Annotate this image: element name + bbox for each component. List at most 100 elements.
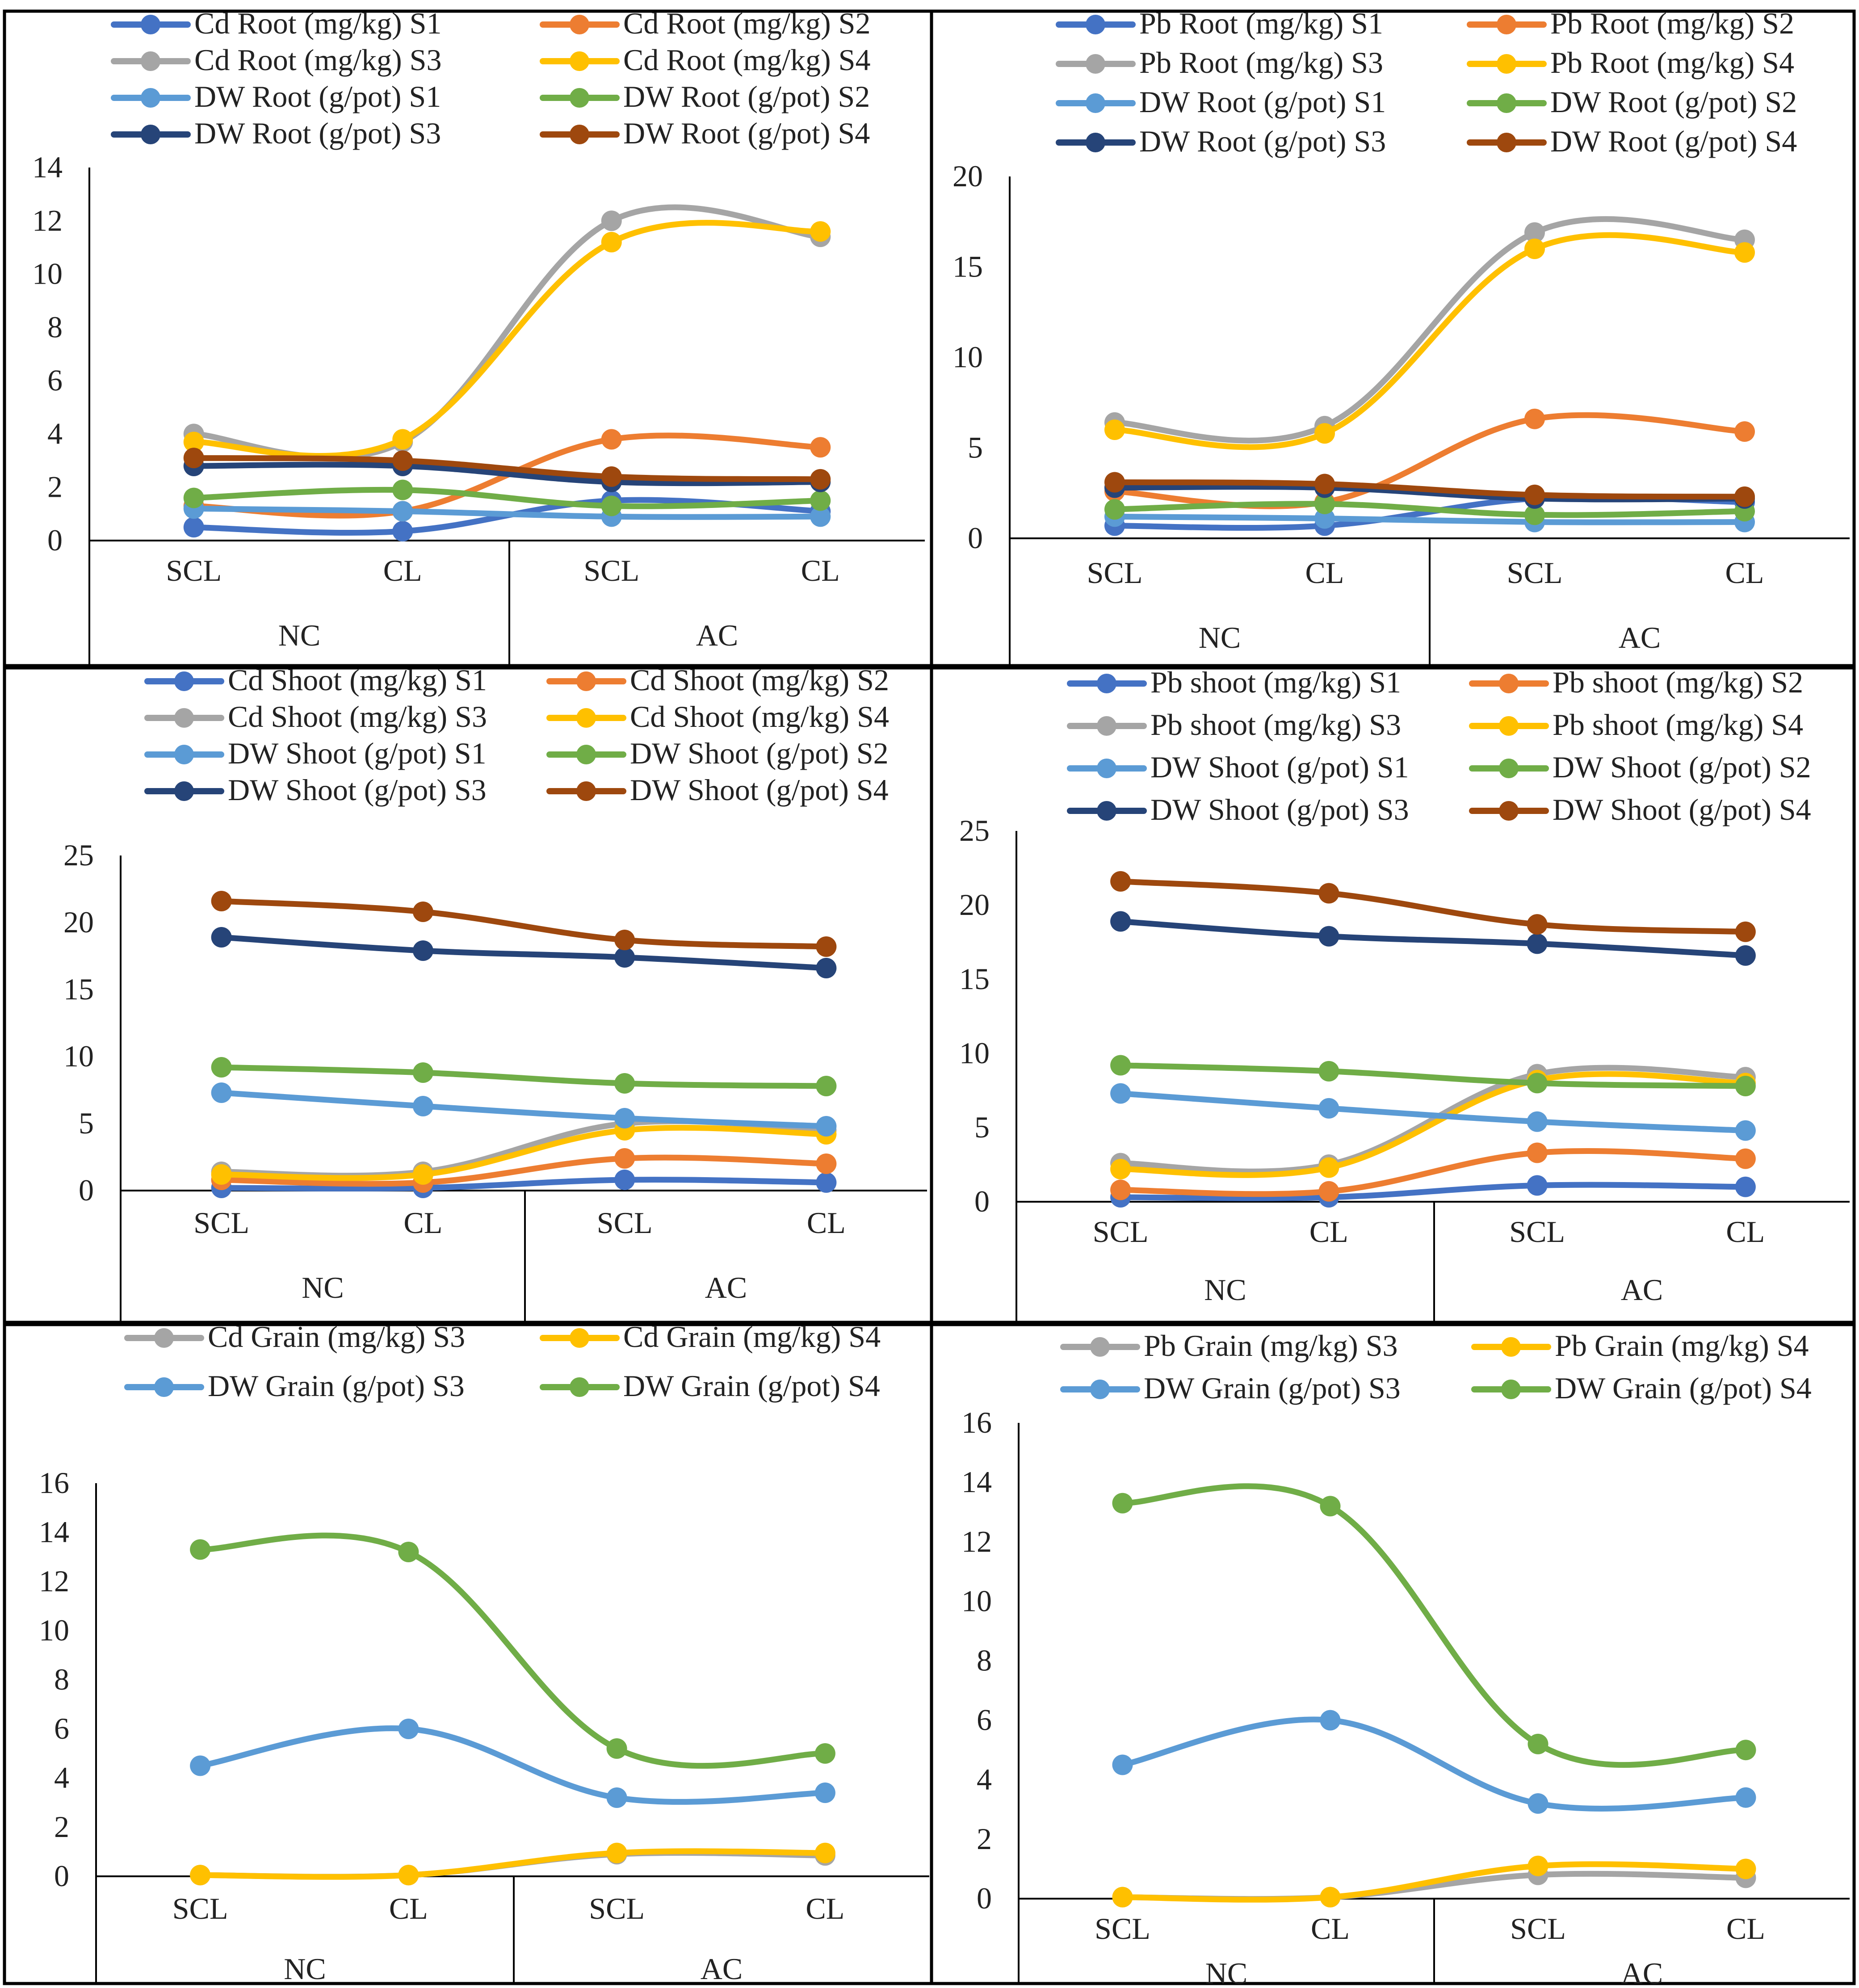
series-line <box>191 487 823 509</box>
data-point <box>1735 1076 1756 1097</box>
x-category-label: CL <box>1725 556 1764 590</box>
data-point <box>1527 1111 1548 1132</box>
series-line <box>1112 513 1748 525</box>
legend-swatch-marker <box>1501 1380 1521 1399</box>
data-point <box>1314 474 1335 495</box>
legend-label: Cd Grain (mg/kg) S3 <box>208 1320 465 1354</box>
legend-label: DW Root (g/pot) S2 <box>623 80 870 113</box>
x-group-label: AC <box>1621 1956 1663 1988</box>
legend-swatch-marker <box>1086 93 1105 113</box>
series-line <box>191 455 823 482</box>
x-category-label: CL <box>1305 556 1344 590</box>
y-tick-label: 10 <box>959 1036 990 1070</box>
y-tick-label: 5 <box>968 431 983 465</box>
legend-label: DW Grain (g/pot) S3 <box>1144 1371 1401 1405</box>
data-point <box>606 1787 627 1808</box>
data-point <box>614 1170 635 1190</box>
x-group-label: AC <box>701 1952 743 1986</box>
legend-label: Cd Root (mg/kg) S1 <box>194 6 442 40</box>
panel-border <box>930 9 1856 667</box>
chart-panel-pb-root: 0 5 10 15 20 SCL CL SCL CL NC AC Pb Root (mg/kg) S1… <box>930 6 1856 667</box>
y-tick-label: 0 <box>968 521 983 555</box>
x-group-label: NC <box>1205 1956 1247 1988</box>
legend-swatch-marker <box>1090 1380 1110 1399</box>
legend-label: DW Shoot (g/pot) S4 <box>1553 793 1811 826</box>
data-point <box>1735 921 1756 942</box>
series-line <box>218 1177 829 1191</box>
series-line <box>1117 1062 1749 1089</box>
series-line <box>218 1154 829 1187</box>
legend-label: DW Shoot (g/pot) S1 <box>228 736 487 770</box>
y-tick-label: 10 <box>32 257 63 291</box>
data-point <box>1527 933 1548 954</box>
legend-label: Pb shoot (mg/kg) S3 <box>1150 708 1401 742</box>
data-point <box>1110 1158 1131 1179</box>
y-tick-label: 2 <box>47 470 63 504</box>
legend-swatch-marker <box>1501 1337 1521 1357</box>
data-point <box>1110 1055 1131 1076</box>
y-tick-label: 0 <box>977 1881 992 1915</box>
data-point <box>412 1096 433 1116</box>
y-tick-label: 0 <box>79 1173 94 1207</box>
series-line <box>1117 1148 1749 1197</box>
legend-label: DW Root (g/pot) S3 <box>194 116 441 150</box>
y-tick-label: 10 <box>953 340 983 374</box>
legend-label: DW Shoot (g/pot) S2 <box>630 736 889 770</box>
data-point <box>1104 419 1125 440</box>
legend-label: Cd Shoot (mg/kg) S2 <box>630 663 889 697</box>
legend-label: DW Shoot (g/pot) S3 <box>1150 793 1409 826</box>
legend-label: Cd Grain (mg/kg) S4 <box>623 1320 881 1354</box>
x-group-label: AC <box>705 1271 747 1304</box>
legend-swatch-marker <box>1086 133 1105 152</box>
data-point <box>1318 883 1339 904</box>
data-point <box>814 1782 835 1803</box>
y-tick-label: 14 <box>961 1465 992 1499</box>
legend-label: DW Root (g/pot) S4 <box>623 116 870 150</box>
series-line <box>218 1064 829 1089</box>
data-point <box>1735 1120 1756 1141</box>
data-point <box>606 1738 627 1759</box>
y-tick-label: 6 <box>977 1703 992 1737</box>
y-tick-label: 5 <box>974 1110 990 1144</box>
series-line <box>1112 216 1748 444</box>
series-line <box>1117 878 1749 935</box>
data-point <box>816 1076 837 1096</box>
x-category-label: CL <box>801 554 840 587</box>
data-point <box>1527 1175 1548 1196</box>
legend-swatch-marker <box>141 15 160 34</box>
data-point <box>1320 1496 1341 1517</box>
data-point <box>412 1164 433 1185</box>
legend-label: DW Shoot (g/pot) S4 <box>630 773 889 807</box>
x-category-label: CL <box>1309 1215 1348 1249</box>
data-point <box>211 891 232 911</box>
x-category-label: SCL <box>1093 1215 1149 1249</box>
series-line <box>197 1725 828 1805</box>
legend-swatch-marker <box>570 1377 589 1397</box>
data-point <box>1320 1710 1341 1731</box>
data-point <box>1318 1181 1339 1202</box>
y-tick-label: 15 <box>959 962 990 996</box>
x-category-label: CL <box>806 1892 844 1925</box>
legend-swatch-marker <box>1499 674 1519 693</box>
x-category-label: CL <box>383 554 422 587</box>
legend-swatch-marker <box>1497 133 1516 152</box>
legend-label: Pb shoot (mg/kg) S4 <box>1553 708 1803 742</box>
y-tick-label: 25 <box>959 814 990 847</box>
data-point <box>1110 1179 1131 1200</box>
y-tick-label: 20 <box>959 888 990 922</box>
legend-swatch-marker <box>141 88 160 108</box>
x-group-label: NC <box>284 1952 326 1986</box>
data-point <box>810 490 831 511</box>
legend-swatch-marker <box>1086 54 1105 74</box>
series-line <box>191 461 823 487</box>
legend-swatch-marker <box>141 51 160 71</box>
legend-label: DW Shoot (g/pot) S1 <box>1150 750 1409 784</box>
data-point <box>392 479 413 500</box>
legend-swatch-marker <box>174 781 194 801</box>
legend-swatch-marker <box>174 708 194 728</box>
series-line <box>218 898 829 950</box>
legend-swatch-marker <box>1497 93 1516 113</box>
legend-swatch-marker <box>1499 716 1519 736</box>
legend-label: Cd Root (mg/kg) S3 <box>194 43 442 77</box>
data-point <box>412 902 433 922</box>
